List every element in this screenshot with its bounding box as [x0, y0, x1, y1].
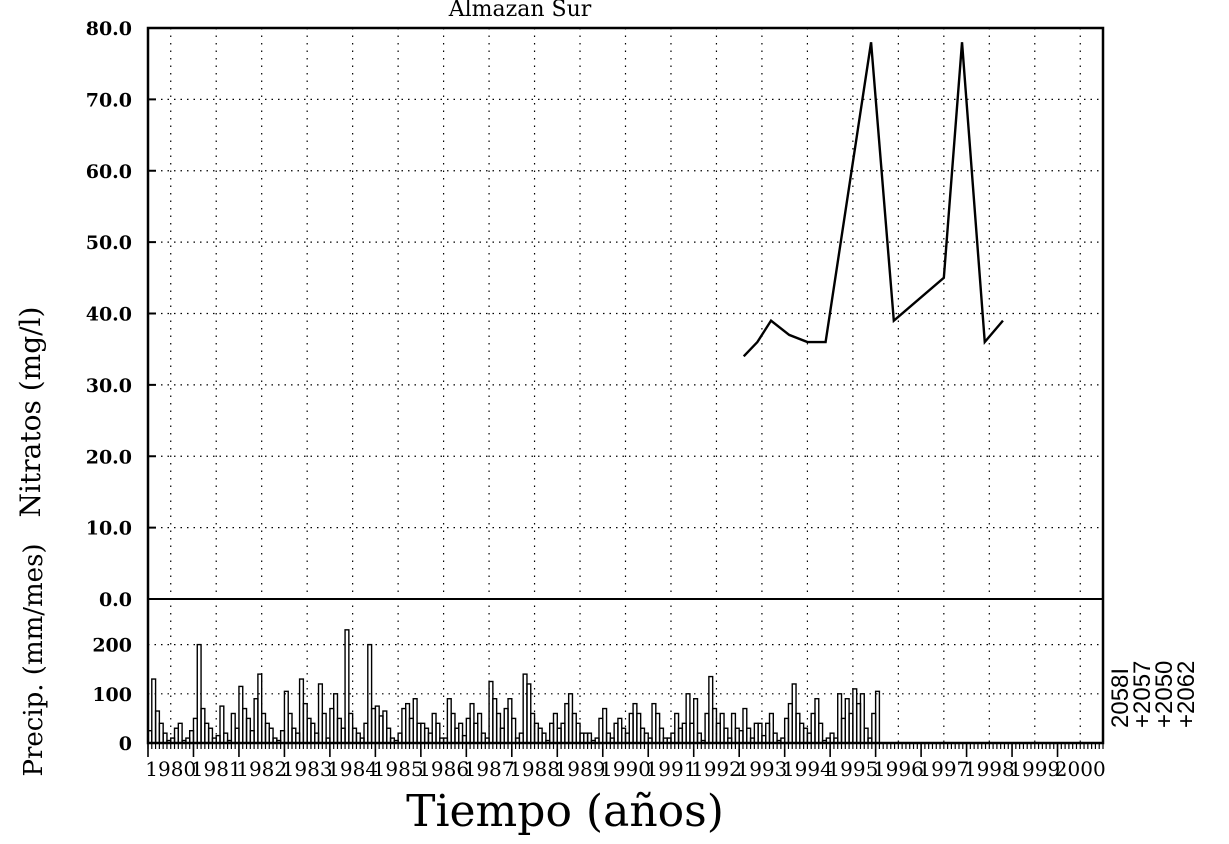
x-tick-label: 1994	[782, 757, 833, 781]
precip-bar	[386, 727, 392, 744]
precip-bar	[746, 727, 752, 744]
y-tick-label: 0.0	[99, 589, 132, 611]
precip-bar	[412, 698, 418, 744]
x-tick-label: 1992	[691, 757, 742, 781]
precip-bar	[874, 690, 881, 744]
precip-bar	[602, 707, 608, 744]
precip-bar	[207, 727, 214, 744]
y-tick-label: 40.0	[86, 304, 132, 326]
x-tick-label: 1991	[646, 757, 697, 781]
well-annotation: 2058I	[1107, 668, 1134, 728]
precip-bar	[723, 727, 729, 744]
precip-bar	[344, 629, 350, 744]
precip-bar	[268, 727, 274, 744]
precip-bar	[541, 732, 547, 744]
precip-bar	[742, 707, 748, 744]
x-tick-label: 1990	[600, 757, 651, 781]
y-axis-label-precip: Precip. (mm/mes)	[19, 543, 49, 776]
x-tick-label: 1983	[282, 757, 333, 781]
precip-bar	[162, 732, 168, 744]
x-axis-label: Tiempo (años)	[406, 786, 724, 837]
precip-bar	[458, 722, 464, 744]
precip-bar	[477, 712, 483, 744]
precip-bar	[757, 722, 763, 744]
well-annotation: +2062	[1173, 661, 1200, 728]
well-annotations: 2058I+2057+2050+2062	[1107, 661, 1200, 728]
precip-bar	[511, 717, 517, 744]
precip-bar	[177, 722, 183, 744]
precip-bar	[693, 698, 699, 744]
precip-bar	[768, 712, 774, 744]
x-tick-label: 1985	[373, 757, 424, 781]
x-tick-label: 1987	[464, 757, 515, 781]
y-tick-label: 50.0	[86, 232, 132, 254]
precip-bar	[367, 643, 373, 744]
y-tick-label: 80.0	[86, 18, 132, 40]
x-tick-label: 1996	[873, 757, 924, 781]
precip-bar	[257, 673, 263, 744]
y-tick-label: 20.0	[86, 446, 132, 468]
precip-tick-label: 200	[92, 635, 132, 657]
x-tick-label: 1995	[827, 757, 878, 781]
precip-tick-label: 100	[92, 684, 132, 706]
x-tick-label: 1989	[555, 757, 606, 781]
precip-bar	[223, 732, 229, 744]
x-tick-label: 1986	[418, 757, 469, 781]
x-tick-label: 1982	[236, 757, 287, 781]
y-tick-label: 70.0	[86, 89, 132, 111]
precip-bar	[219, 705, 225, 744]
well-annotation: +2050	[1151, 661, 1178, 728]
precip-bar	[772, 732, 778, 744]
precip-bar	[382, 710, 388, 744]
precip-bar	[658, 727, 665, 744]
precip-bar	[859, 693, 865, 744]
nitrate-series-line	[742, 42, 1004, 358]
x-tick-label: 1993	[736, 757, 787, 781]
x-axis-ticks: 1980198119821983198419851986198719881989…	[145, 743, 1106, 781]
precip-tick-label: 0	[119, 733, 132, 755]
grid	[148, 28, 1103, 743]
x-tick-label: 1999	[1009, 757, 1060, 781]
y-tick-label: 30.0	[86, 375, 132, 397]
x-tick-label: 1984	[327, 757, 378, 781]
precip-bar	[685, 693, 691, 744]
nitrate-line	[742, 42, 1004, 358]
precip-bar	[696, 732, 702, 744]
y-tick-label: 60.0	[86, 161, 132, 183]
x-tick-label: 1998	[964, 757, 1015, 781]
well-annotation: +2057	[1129, 661, 1156, 728]
x-tick-label: 2000	[1055, 757, 1106, 781]
chart-title: Almazan Sur	[448, 0, 592, 22]
precip-bar	[814, 698, 820, 744]
precip-bar	[586, 732, 593, 744]
precip-bar	[321, 712, 327, 744]
precip-bar	[435, 722, 441, 744]
precipitation-bars	[147, 629, 881, 744]
precip-bar	[818, 722, 824, 744]
y-tick-label: 10.0	[86, 518, 132, 540]
x-tick-label: 1981	[191, 757, 242, 781]
x-tick-label: 1988	[509, 757, 560, 781]
chart-labels: Almazan Sur Nitratos (mg/l) Precip. (mm/…	[14, 0, 724, 837]
y-axis-label-nitrate: Nitratos (mg/l)	[14, 307, 47, 518]
x-tick-label: 1980	[145, 757, 196, 781]
precip-bar	[196, 643, 202, 744]
y-axis-ticks: 80.0 70.0 60.0 50.0 40.0 30.0 20.0 10.0 0.0 200 10…	[86, 18, 156, 755]
precip-bar	[863, 727, 869, 744]
x-tick-label: 1997	[918, 757, 969, 781]
